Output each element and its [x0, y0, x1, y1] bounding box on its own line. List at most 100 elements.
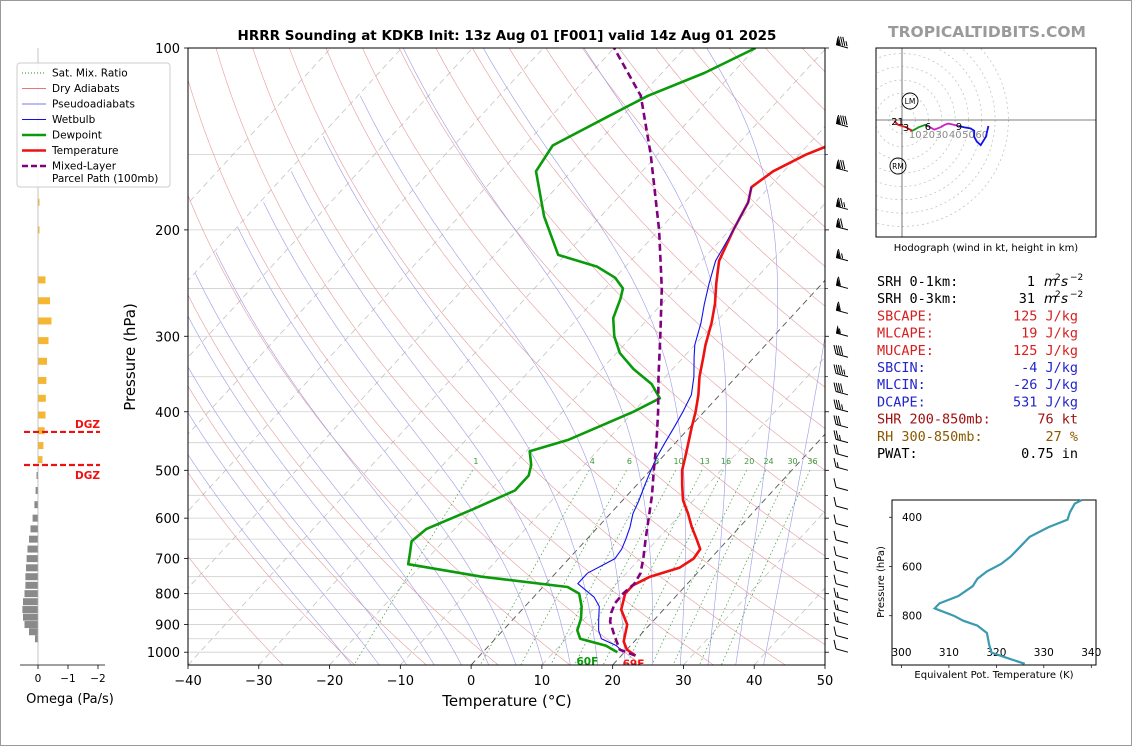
- y-tick-label: 500: [155, 464, 180, 479]
- omega-bar: [24, 621, 38, 629]
- barb-flag: [833, 639, 837, 650]
- barb-flag: [837, 248, 841, 259]
- index-label: MUCAPE:: [877, 343, 934, 359]
- unit-m: m: [1044, 274, 1057, 290]
- omega-bar: [34, 501, 38, 509]
- omega-bar: [38, 276, 46, 284]
- dry-adiabat: [188, 78, 642, 665]
- series-mixed-layer: [608, 48, 664, 657]
- index-value: 0.75 in: [1021, 446, 1078, 462]
- y-tick-label: 300: [155, 330, 180, 345]
- y-tick-label: 400: [155, 406, 180, 421]
- legend-label: Temperature: [51, 145, 119, 157]
- mixing-ratio-label: 6: [627, 457, 632, 466]
- barb-staff: [835, 391, 849, 396]
- barb-staff: [835, 596, 849, 601]
- legend-label: Dry Adiabats: [52, 83, 120, 95]
- hodo-marker-label: RM: [892, 162, 904, 171]
- barb-flag: [835, 382, 839, 392]
- pseudoadiabat: [706, 48, 778, 665]
- barb-flag: [833, 612, 837, 622]
- theta-x-tick-label: 340: [1081, 647, 1101, 659]
- wind-barb: [833, 457, 849, 471]
- theta-x-tick-label: 310: [939, 647, 959, 659]
- barb-flag: [833, 444, 837, 454]
- barb-staff: [835, 226, 849, 231]
- barb-flag: [833, 587, 837, 597]
- hodo-height-label: 3: [903, 123, 909, 134]
- index-value: 27 %: [1045, 429, 1078, 445]
- mixing-ratio-line: [699, 470, 791, 665]
- hodo-height-label: 6: [925, 122, 931, 133]
- barb-half-flag: [836, 462, 839, 468]
- omega-ticks: 0 −1 −2: [35, 665, 106, 685]
- barb-flag: [833, 344, 837, 355]
- series-temperature: [619, 145, 825, 657]
- wind-barb: [833, 415, 849, 429]
- omega-axis-label: Omega (Pa/s): [26, 692, 114, 707]
- hodo-height-label: 21: [891, 117, 904, 128]
- barb-pennant: [836, 302, 840, 311]
- omega-bar: [29, 628, 38, 636]
- barb-flag: [837, 383, 841, 393]
- hodo-ring-label: 20: [922, 130, 935, 141]
- hodo-ring-label: 10: [909, 130, 922, 141]
- y-tick-label: 200: [155, 224, 180, 239]
- barb-flag: [837, 415, 841, 426]
- barb-staff: [835, 522, 849, 528]
- x-tick-label: 10: [534, 674, 551, 689]
- barb-flag: [833, 600, 837, 610]
- pseudoadiabat: [188, 412, 380, 665]
- omega-bar: [38, 411, 46, 419]
- dry-adiabat: [545, 48, 825, 347]
- barb-flag: [833, 514, 837, 524]
- mixing-ratio-label: 24: [763, 457, 773, 466]
- theta-e-border: [891, 499, 1097, 666]
- barb-staff: [835, 309, 849, 314]
- barb-flag: [840, 115, 844, 125]
- theta-y-tick-label: 400: [902, 512, 922, 524]
- barb-staff: [835, 332, 849, 337]
- dry-adiabat: [188, 385, 427, 665]
- legend-label: Dewpoint: [52, 130, 102, 142]
- dry-adiabat: [398, 48, 825, 514]
- barb-staff: [835, 569, 849, 574]
- surface-dewpoint-label: 60F: [576, 656, 598, 668]
- index-unit: m2 s −2: [1044, 290, 1083, 307]
- hodo-ring-label: 40: [949, 130, 962, 141]
- barb-flag: [833, 430, 837, 440]
- omega-bar: [25, 581, 38, 589]
- dry-adiabat: [188, 194, 571, 665]
- mixing-ratio-label: 1: [473, 457, 478, 466]
- barb-flag: [835, 430, 839, 440]
- theta-e-x-label: Equivalent Pot. Temperature (K): [914, 670, 1073, 681]
- barb-flag: [833, 626, 837, 636]
- index-value: -4 J/kg: [1021, 360, 1078, 376]
- wind-barb: [833, 587, 849, 601]
- wind-barb: [835, 324, 849, 337]
- legend-box: [16, 62, 171, 188]
- index-value: 125 J/kg: [1013, 343, 1078, 359]
- barb-pennant: [836, 324, 840, 334]
- chart-title: HRRR Sounding at KDKB Init: 13z Aug 01 […: [238, 28, 777, 44]
- mixing-ratio-line: [353, 470, 473, 665]
- omega-bar: [24, 590, 38, 598]
- omega-bar: [29, 535, 38, 543]
- barb-pennant: [836, 160, 840, 169]
- barb-flag: [835, 415, 839, 425]
- barb-staff: [835, 648, 849, 653]
- x-tick-label: 50: [817, 674, 834, 689]
- dgz-label: DGZ: [75, 419, 100, 431]
- wind-barb: [833, 612, 849, 626]
- y-tick-label: 1000: [147, 646, 180, 661]
- barb-flag: [835, 364, 839, 374]
- omega-bar: [35, 487, 38, 495]
- unit-m: m: [1044, 291, 1057, 307]
- barb-pennant: [836, 277, 840, 286]
- index-value: 31: [1019, 291, 1035, 307]
- barb-half-flag: [836, 592, 839, 598]
- barb-flag: [833, 478, 837, 488]
- barb-flag: [840, 365, 844, 375]
- omega-tick-label: −1: [60, 673, 75, 685]
- barb-flag: [840, 36, 844, 46]
